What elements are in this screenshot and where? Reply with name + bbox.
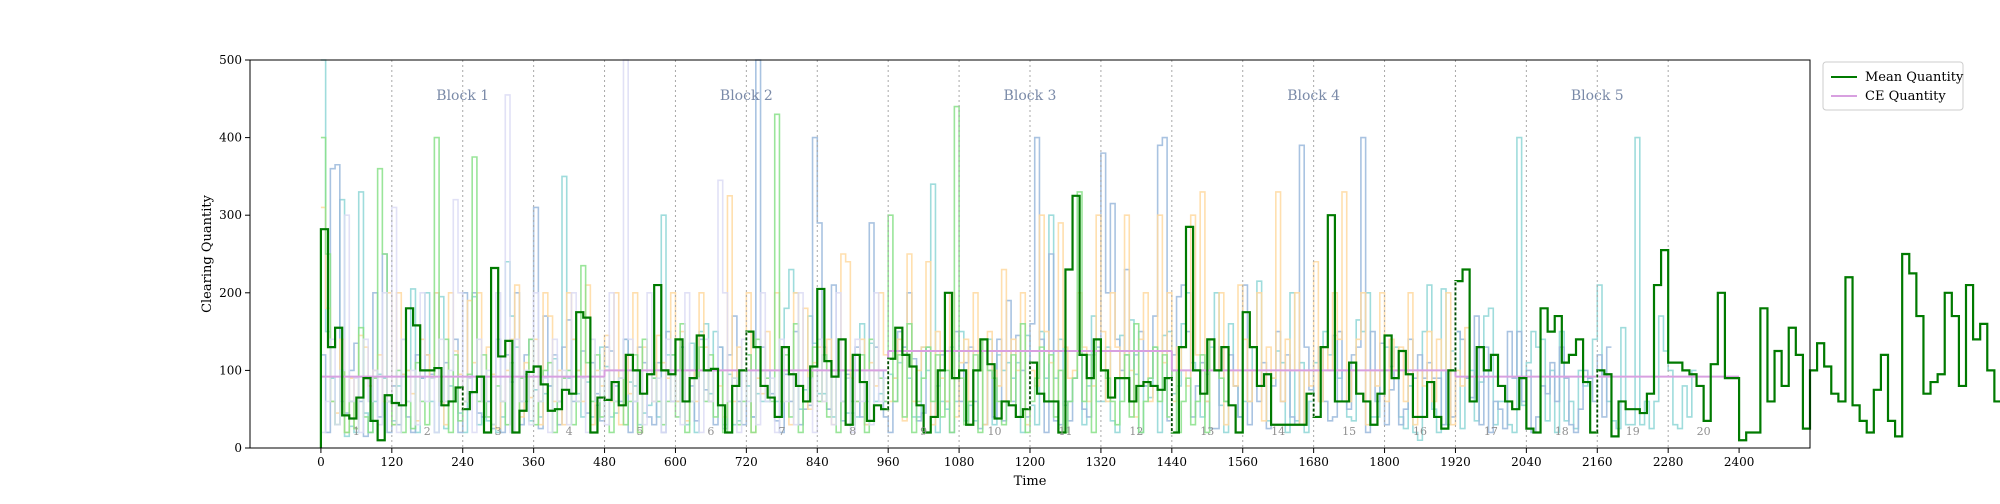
x-tick-label: 0: [317, 455, 325, 469]
x-tick-label: 1080: [944, 455, 975, 469]
y-tick-label: 300: [219, 208, 242, 222]
period-number-label: 16: [1413, 425, 1427, 438]
background-series-3: [320, 191, 1470, 434]
y-tick-label: 200: [219, 286, 242, 300]
x-tick-label: 1560: [1227, 455, 1258, 469]
x-tick-label: 1680: [1298, 455, 1329, 469]
x-tick-label: 360: [522, 455, 545, 469]
x-tick-label: 1920: [1440, 455, 1471, 469]
mean-quantity-line: [319, 194, 2000, 448]
period-number-label: 18: [1555, 425, 1569, 438]
annotation-layer: Block 1 Block 2 Block 3 Block 4 Block 51 2 3 4 5…: [353, 88, 1711, 438]
period-number-label: 19: [1626, 425, 1640, 438]
legend-box: [1822, 61, 1964, 111]
period-number-label: 17: [1484, 425, 1498, 438]
x-tick-label: 1200: [1015, 455, 1046, 469]
y-tick-label: 100: [219, 363, 242, 377]
period-number-label: 15: [1342, 425, 1356, 438]
period-number-label: 20: [1697, 425, 1711, 438]
axis-layer: 0 120 240 360 480 600 720 840 960 1080 1200 1320 144…: [219, 53, 1754, 469]
x-tick-label: 2040: [1511, 455, 1542, 469]
period-number-label: 4: [566, 425, 573, 438]
block-label: Block 3: [1004, 88, 1057, 104]
period-number-label: 1: [353, 425, 360, 438]
period-number-label: 10: [988, 425, 1002, 438]
x-tick-label: 240: [451, 455, 474, 469]
period-number-label: 7: [778, 425, 785, 438]
y-axis-label: Clearing Quantity: [200, 194, 215, 313]
x-tick-label: 2160: [1582, 455, 1613, 469]
period-number-label: 12: [1129, 425, 1143, 438]
x-tick-label: 1440: [1157, 455, 1188, 469]
period-number-label: 5: [637, 425, 644, 438]
x-tick-label: 2280: [1653, 455, 1684, 469]
x-tick-label: 120: [380, 455, 403, 469]
period-number-label: 14: [1271, 425, 1285, 438]
y-tick-label: 400: [219, 131, 242, 145]
x-tick-label: 480: [593, 455, 616, 469]
period-number-label: 3: [495, 425, 502, 438]
mean-quantity-layer: [319, 194, 2000, 448]
block-label: Block 5: [1571, 88, 1624, 104]
period-number-label: 8: [849, 425, 856, 438]
block-label: Block 1: [436, 88, 489, 104]
period-number-label: 9: [920, 425, 927, 438]
legend-ce-label: CE Quantity: [1865, 89, 1946, 104]
x-tick-label: 600: [664, 455, 687, 469]
period-number-label: 13: [1200, 425, 1214, 438]
block-label: Block 2: [720, 88, 773, 104]
y-tick-label: 0: [234, 441, 242, 455]
period-number-label: 6: [707, 425, 714, 438]
y-tick-label: 500: [219, 53, 242, 67]
x-tick-label: 960: [877, 455, 900, 469]
period-number-label: 11: [1058, 425, 1072, 438]
legend-mean-label: Mean Quantity: [1865, 70, 1964, 85]
legend: Mean Quantity CE Quantity: [1822, 61, 1964, 111]
background-series-4: [320, 105, 1229, 434]
x-tick-label: 720: [735, 455, 758, 469]
block-label: Block 4: [1287, 88, 1340, 104]
x-axis-label: Time: [1014, 474, 1047, 489]
x-tick-label: 1800: [1369, 455, 1400, 469]
x-tick-label: 2400: [1724, 455, 1755, 469]
period-number-label: 2: [424, 425, 431, 438]
x-tick-label: 840: [806, 455, 829, 469]
x-tick-label: 1320: [1086, 455, 1117, 469]
